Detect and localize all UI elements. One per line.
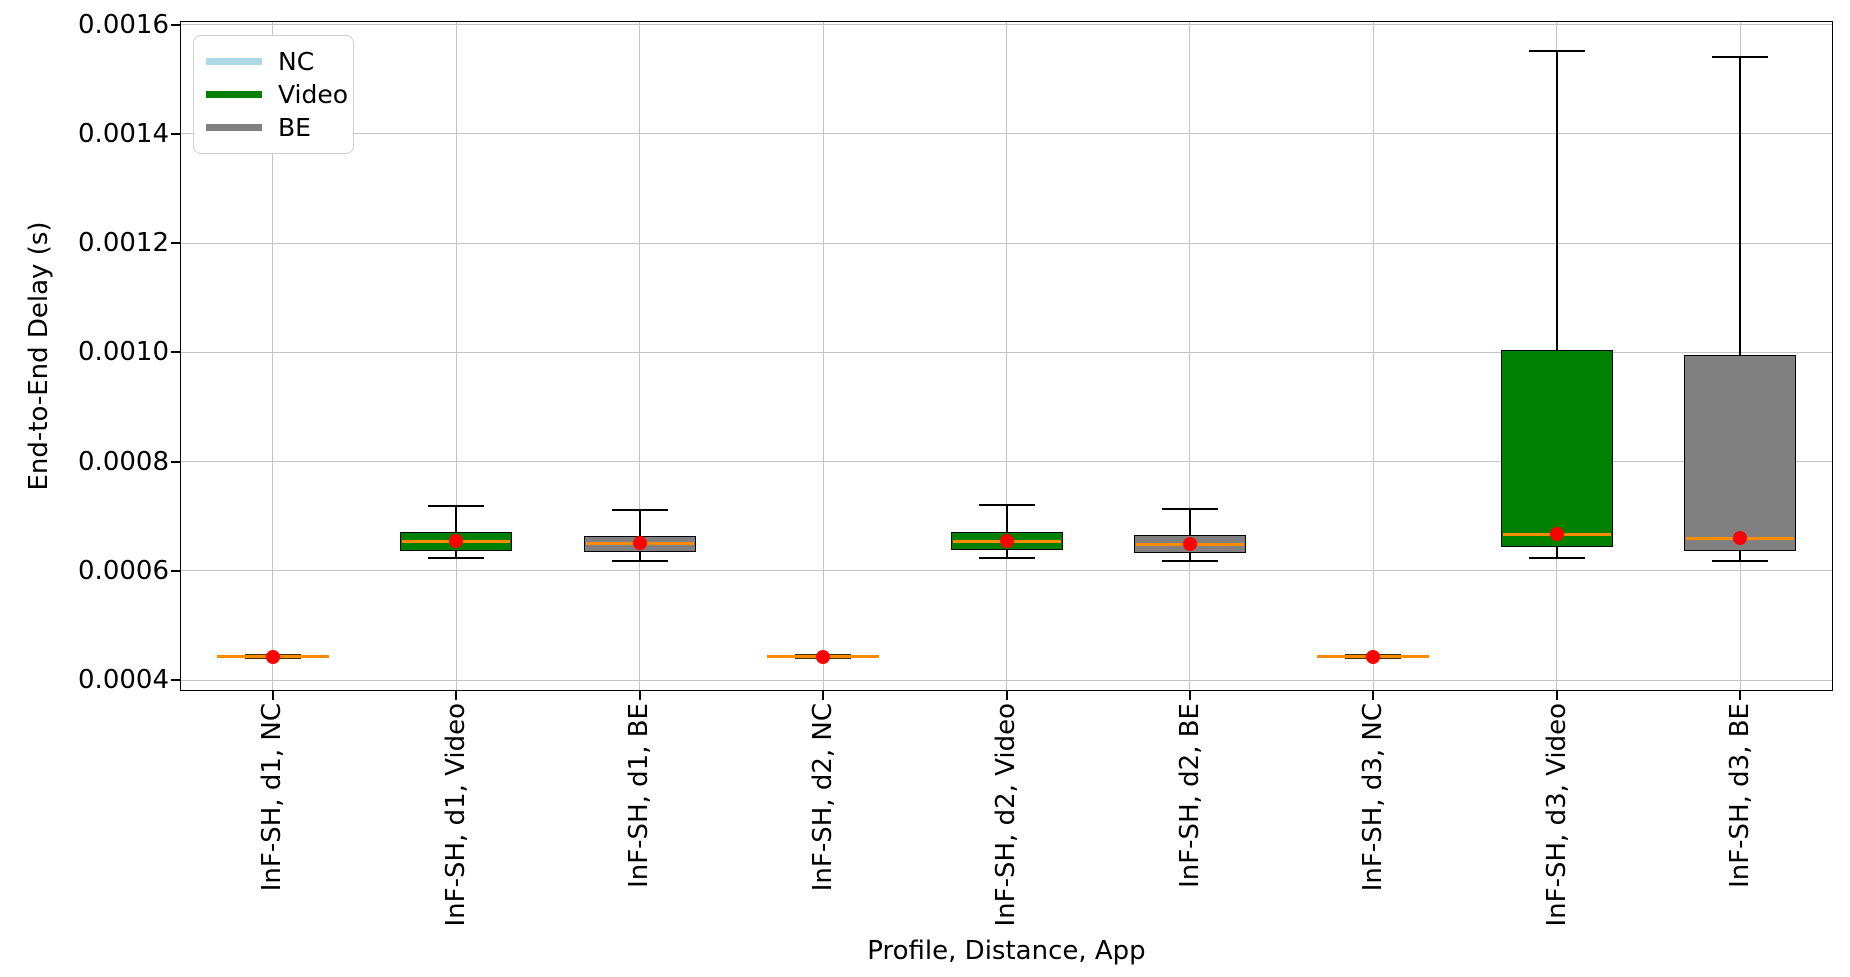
box-whisker-cap-upper <box>1528 50 1585 53</box>
legend-label-be: BE <box>278 113 311 142</box>
y-tick-label: 0.0014 <box>78 118 169 149</box>
y-tick-mark <box>171 132 180 135</box>
x-tick-label-text: InF-SH, d2, Video <box>991 703 1022 927</box>
x-axis-label: Profile, Distance, App <box>867 936 1146 966</box>
box-whisker-lower <box>1739 550 1742 562</box>
box-whisker-upper <box>1188 508 1191 535</box>
x-tick-label-text: InF-SH, d3, Video <box>1541 703 1572 927</box>
x-tick-label: InF-SH, d3, Video <box>1540 703 1574 953</box>
box-whisker-cap-lower <box>1712 560 1769 563</box>
box-mean-marker <box>1366 649 1381 664</box>
video-color-swatch <box>206 91 262 98</box>
y-tick-mark <box>171 23 180 26</box>
x-tick-label: InF-SH, d3, NC <box>1356 703 1390 953</box>
x-tick-label-text: InF-SH, d3, BE <box>1724 703 1755 888</box>
legend-label-video: Video <box>278 80 349 109</box>
box-whisker-cap-upper <box>428 505 485 508</box>
box-mean-marker <box>265 649 280 664</box>
box-whisker-upper <box>1555 51 1558 350</box>
x-gridline <box>1372 22 1374 690</box>
be-color-swatch <box>206 124 262 131</box>
box-whisker-upper <box>638 509 641 536</box>
box-mean-marker <box>1733 530 1748 545</box>
box-whisker-lower <box>455 550 458 558</box>
y-tick-label: 0.0008 <box>78 446 169 477</box>
x-tick-mark <box>822 691 825 700</box>
box-whisker-cap-lower <box>428 556 485 559</box>
box-mean-marker <box>999 534 1014 549</box>
x-tick-label-text: InF-SH, d1, Video <box>440 703 471 927</box>
x-tick-label: InF-SH, d1, BE <box>623 703 657 953</box>
box-whisker-lower <box>638 552 641 561</box>
box-whisker-cap-lower <box>1528 557 1585 560</box>
y-tick-mark <box>171 351 180 354</box>
legend-item-video: Video <box>206 78 353 111</box>
x-tick-label-text: InF-SH, d3, NC <box>1358 703 1389 892</box>
y-tick-mark <box>171 460 180 463</box>
box-rect <box>1684 354 1797 551</box>
x-tick-label: InF-SH, d3, BE <box>1723 703 1757 953</box>
box-whisker-lower <box>1005 549 1008 559</box>
x-tick-mark <box>271 691 274 700</box>
x-tick-label-text: InF-SH, d2, BE <box>1174 703 1205 888</box>
box-mean-marker <box>632 536 647 551</box>
x-tick-mark <box>1555 691 1558 700</box>
x-gridline <box>1006 22 1007 690</box>
x-gridline <box>639 22 641 690</box>
box-whisker-lower <box>1188 553 1191 562</box>
x-gridline <box>822 22 824 690</box>
legend-item-be: BE <box>206 111 353 144</box>
x-tick-label-text: InF-SH, d1, BE <box>624 703 655 888</box>
box-whisker-upper <box>1739 56 1742 355</box>
box-whisker-cap-upper <box>1161 507 1218 510</box>
y-tick-label: 0.0010 <box>78 337 169 368</box>
x-tick-label-text: InF-SH, d2, NC <box>807 703 838 892</box>
x-tick-label: InF-SH, d1, Video <box>439 703 473 953</box>
y-tick-label: 0.0004 <box>78 665 169 696</box>
box-mean-marker <box>1182 536 1197 551</box>
box-rect <box>1500 349 1613 548</box>
box-whisker-upper <box>455 506 458 532</box>
x-tick-label-text: InF-SH, d1, NC <box>257 703 288 892</box>
x-tick-label: InF-SH, d1, NC <box>256 703 290 953</box>
y-tick-label: 0.0006 <box>78 555 169 586</box>
legend: NC Video BE <box>193 35 354 154</box>
nc-color-swatch <box>206 58 262 65</box>
x-tick-label: InF-SH, d2, NC <box>806 703 840 953</box>
box-mean-marker <box>816 649 831 664</box>
box-whisker-cap-lower <box>978 557 1035 560</box>
x-tick-mark <box>1188 691 1191 700</box>
x-tick-label: InF-SH, d2, Video <box>990 703 1024 953</box>
y-tick-label: 0.0016 <box>78 9 169 40</box>
x-gridline <box>272 22 274 690</box>
y-tick-mark <box>171 569 180 572</box>
box-whisker-cap-lower <box>611 559 668 562</box>
box-mean-marker <box>449 533 464 548</box>
plot-area <box>181 22 1832 690</box>
x-tick-mark <box>1005 691 1008 700</box>
box-whisker-cap-lower <box>1161 560 1218 563</box>
x-tick-label: InF-SH, d2, BE <box>1173 703 1207 953</box>
y-tick-mark <box>171 679 180 682</box>
x-gridline <box>455 22 457 690</box>
y-tick-mark <box>171 242 180 245</box>
x-tick-mark <box>1739 691 1742 700</box>
box-whisker-cap-upper <box>978 504 1035 507</box>
legend-item-nc: NC <box>206 45 353 78</box>
x-tick-mark <box>1372 691 1375 700</box>
x-tick-mark <box>455 691 458 700</box>
box-whisker-lower <box>1555 547 1558 559</box>
x-gridline <box>1189 22 1191 690</box>
box-whisker-cap-upper <box>611 508 668 511</box>
legend-label-nc: NC <box>278 47 315 76</box>
box-whisker-cap-upper <box>1712 55 1769 58</box>
y-tick-label: 0.0012 <box>78 228 169 259</box>
box-whisker-upper <box>1005 505 1008 532</box>
box-mean-marker <box>1549 527 1564 542</box>
x-tick-mark <box>638 691 641 700</box>
